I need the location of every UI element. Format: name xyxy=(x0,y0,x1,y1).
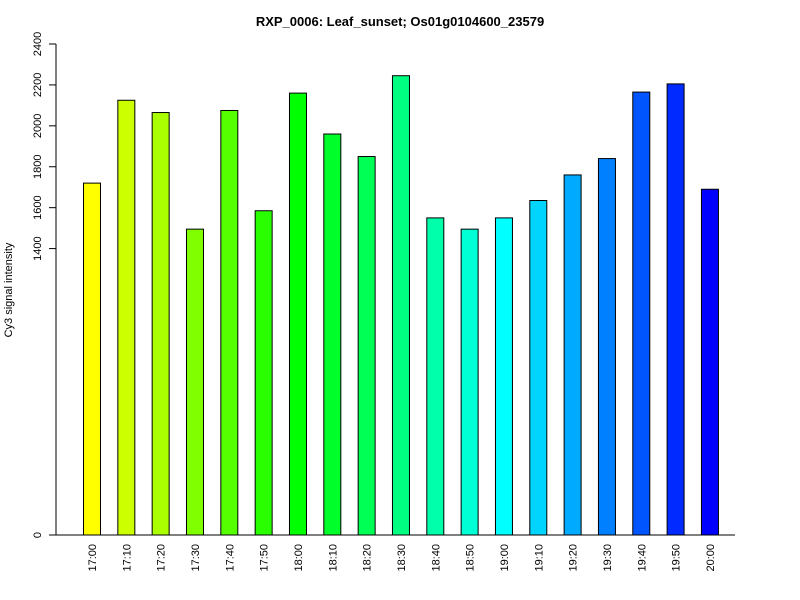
y-tick-label: 1400 xyxy=(32,236,44,260)
bar-1720 xyxy=(151,112,170,536)
x-tick-label: 18:40 xyxy=(430,544,442,572)
bar-1900 xyxy=(494,217,513,536)
y-tick-label: 1800 xyxy=(32,155,44,179)
x-tick-label: 19:40 xyxy=(636,544,648,572)
x-tick-label: 18:50 xyxy=(465,544,477,572)
bar-1940 xyxy=(632,91,651,536)
y-tick-label: 0 xyxy=(32,532,44,538)
x-tick-label: 18:30 xyxy=(396,544,408,572)
bar-1820 xyxy=(357,156,376,536)
x-tick-label: 18:20 xyxy=(362,544,374,572)
x-tick-label: 18:00 xyxy=(293,544,305,572)
bar-1810 xyxy=(323,133,342,536)
chart-title: RXP_0006: Leaf_sunset; Os01g0104600_2357… xyxy=(256,14,544,29)
y-tick-label: 2000 xyxy=(32,114,44,138)
bar-1930 xyxy=(597,158,616,536)
x-tick-label: 17:20 xyxy=(156,544,168,572)
x-tick-label: 17:40 xyxy=(224,544,236,572)
bar-1920 xyxy=(563,174,582,536)
y-tick-label: 1600 xyxy=(32,195,44,219)
y-tick-label: 2200 xyxy=(32,73,44,97)
bar-1800 xyxy=(288,92,307,536)
bar-1700 xyxy=(83,182,101,536)
x-tick-label: 19:50 xyxy=(671,544,683,572)
x-tick-label: 19:00 xyxy=(499,544,511,572)
x-tick-label: 17:30 xyxy=(190,544,202,572)
x-tick-label: 20:00 xyxy=(705,544,717,572)
x-tick-label: 18:10 xyxy=(327,544,339,572)
bar-1750 xyxy=(254,210,273,536)
bars-group xyxy=(83,75,719,536)
bar-1830 xyxy=(391,75,410,536)
x-tick-label: 17:10 xyxy=(121,544,133,572)
bar-2000 xyxy=(700,188,719,536)
x-tick-label: 19:10 xyxy=(533,544,545,572)
bar-1740 xyxy=(220,109,239,536)
y-tick-label: 2400 xyxy=(32,32,44,56)
x-tick-label: 17:00 xyxy=(87,544,99,572)
x-tick-label: 19:20 xyxy=(568,544,580,572)
bar-1950 xyxy=(666,83,685,536)
bar-1730 xyxy=(185,228,204,536)
bar-1910 xyxy=(529,200,548,536)
x-tick-label: 19:30 xyxy=(602,544,614,572)
y-axis-ticks: 0 1400 1600 1800 2000 2200 2400 xyxy=(32,32,56,538)
bar-1710 xyxy=(117,99,136,536)
x-tick-label: 17:50 xyxy=(259,544,271,572)
bar-1840 xyxy=(426,217,445,536)
bar-1850 xyxy=(460,228,479,536)
y-axis-label: Cy3 signal intensity xyxy=(3,242,15,337)
x-axis-tick-labels: 17:00 17:10 17:20 17:30 17:40 17:50 18:00 18:10… xyxy=(87,544,717,572)
